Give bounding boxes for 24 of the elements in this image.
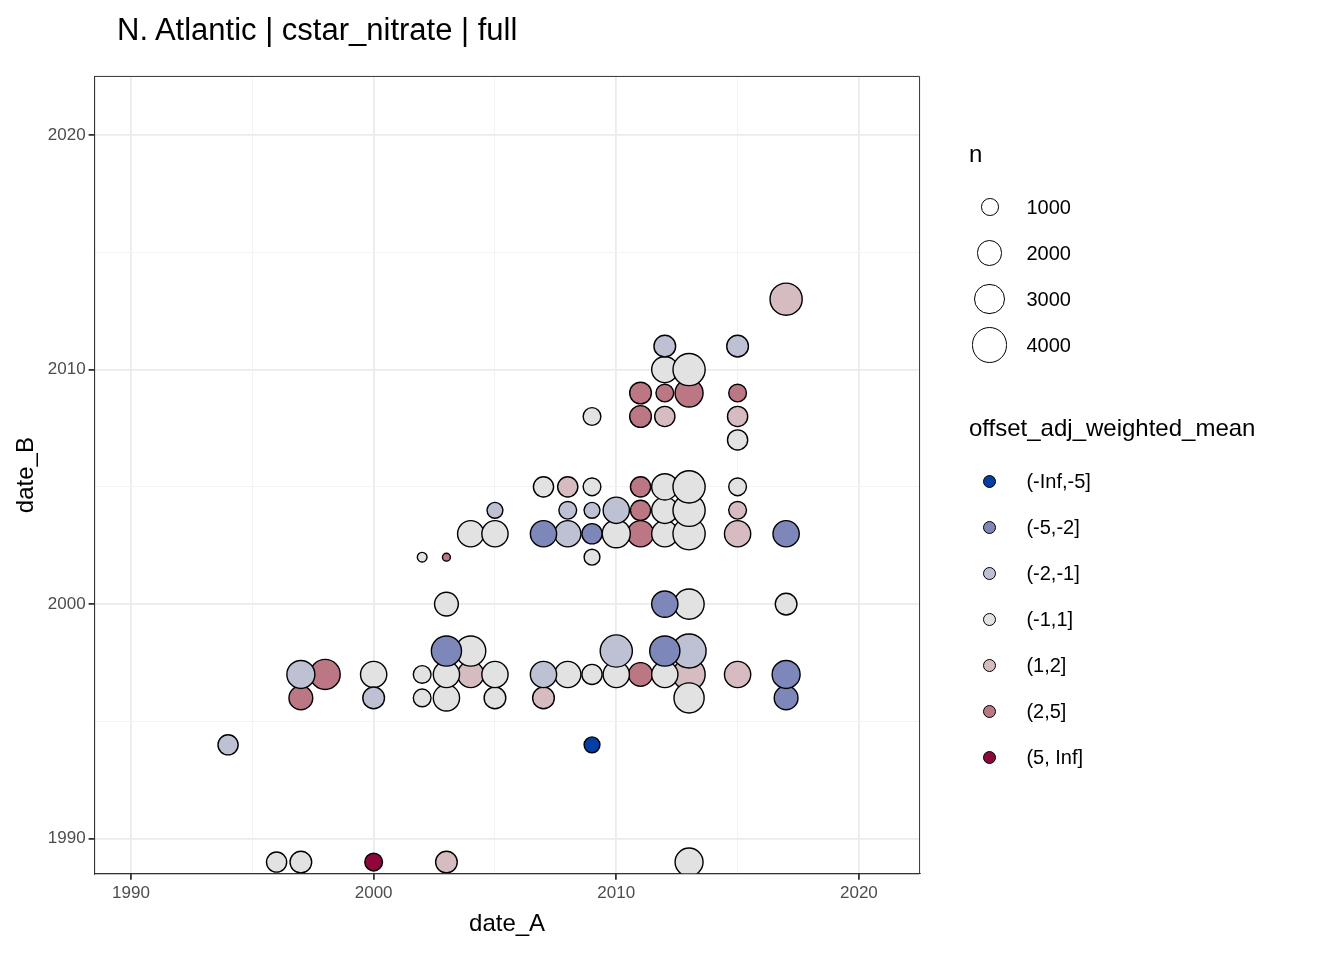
- legend-label: 4000: [1026, 333, 1071, 357]
- x-tick-label: 1990: [112, 882, 150, 902]
- x-axis-title: date_A: [469, 909, 546, 937]
- x-tick-label: 2010: [597, 882, 636, 902]
- y-tick-label: 2010: [47, 359, 86, 379]
- legend-label: (-2,-1]: [1026, 561, 1080, 585]
- legend-title: offset_adj_weighted_mean: [969, 414, 1256, 442]
- legend-label: 3000: [1026, 287, 1071, 311]
- chart-title: N. Atlantic | cstar_nitrate | full: [116, 11, 519, 49]
- x-tick-label: 2020: [840, 882, 878, 902]
- legend-label: (-5,-2]: [1026, 515, 1080, 539]
- legend-label: (-1,1]: [1026, 607, 1074, 631]
- x-tick-label: 2000: [354, 882, 393, 902]
- legend-label: (2,5]: [1026, 699, 1067, 723]
- y-tick-label: 2020: [47, 124, 86, 144]
- y-tick-label: 2000: [47, 593, 86, 613]
- text: n: [969, 140, 984, 168]
- legend-label: (1,2]: [1026, 653, 1067, 677]
- legend-label: (5, Inf]: [1026, 745, 1084, 769]
- legend-label: 1000: [1026, 195, 1071, 219]
- legend-label: 2000: [1026, 241, 1071, 265]
- y-tick-label: 1990: [47, 828, 86, 848]
- y-axis-title: date_B: [11, 437, 39, 514]
- legend-label: (-Inf,-5]: [1026, 469, 1091, 493]
